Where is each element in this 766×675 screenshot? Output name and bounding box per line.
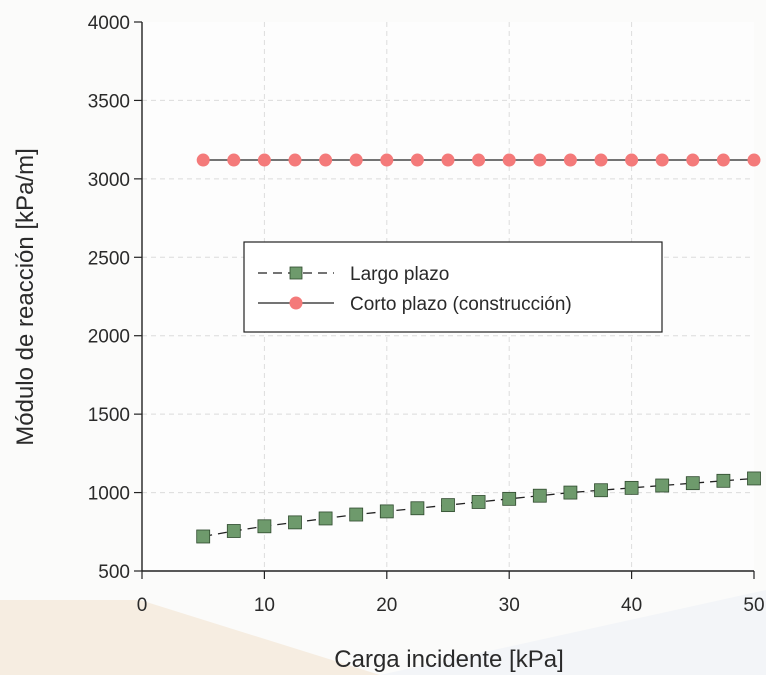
data-point-largo (624, 480, 639, 495)
legend-marker-largo (289, 266, 303, 280)
y-tick-label: 2500 (88, 248, 130, 269)
data-point-largo (471, 495, 486, 509)
data-point-largo (288, 515, 302, 530)
data-point-corto (227, 153, 241, 167)
data-point-corto (288, 153, 302, 167)
y-tick-label: 4000 (88, 13, 130, 34)
y-tick-label: 3000 (88, 170, 130, 191)
data-point-corto (196, 153, 210, 167)
data-point-largo (594, 483, 608, 498)
x-tick-label: 50 (743, 595, 764, 616)
data-point-largo (502, 491, 517, 506)
data-point-largo (716, 473, 731, 488)
data-point-corto (533, 153, 547, 167)
data-point-corto (257, 153, 271, 167)
data-point-largo (441, 498, 455, 513)
data-point-largo (747, 471, 761, 486)
data-point-corto (472, 153, 486, 167)
x-tick-label: 0 (137, 595, 148, 616)
data-point-largo (410, 501, 425, 516)
data-point-largo (685, 476, 700, 491)
data-point-corto (319, 153, 333, 167)
data-point-corto (716, 153, 730, 167)
data-point-corto (625, 153, 639, 167)
data-point-corto (655, 153, 669, 167)
data-point-corto (410, 153, 424, 167)
data-point-largo (532, 488, 547, 503)
y-axis-label: Módulo de reacción [kPa/m] (12, 148, 39, 445)
data-point-corto (686, 153, 700, 167)
data-point-largo (318, 511, 333, 526)
x-tick-label: 30 (499, 595, 520, 616)
y-tick-label: 500 (98, 562, 130, 583)
x-tick-label: 20 (376, 595, 397, 616)
tick-labels: 500 1000 1500 2000 2500 3000 3500 4000 0 10 20 30 40… (88, 13, 765, 616)
data-point-largo (563, 485, 578, 500)
series-layer (196, 153, 761, 544)
legend-label-largo: Largo plazo (350, 264, 449, 285)
x-tick-label: 40 (621, 595, 642, 616)
data-point-corto (502, 153, 516, 167)
y-tick-label: 3500 (88, 91, 130, 112)
x-axis-label: Carga incidente [kPa] (334, 646, 563, 673)
y-tick-label: 1500 (88, 405, 130, 426)
data-point-corto (747, 153, 761, 167)
y-tick-label: 2000 (88, 327, 130, 348)
legend-label-corto: Corto plazo (construcción) (350, 294, 572, 315)
data-point-corto (594, 153, 608, 167)
data-point-corto (380, 153, 394, 167)
data-point-largo (655, 478, 670, 493)
data-point-largo (257, 519, 272, 534)
data-point-corto (441, 153, 455, 167)
data-point-largo (379, 504, 394, 519)
data-point-largo (196, 529, 211, 544)
y-tick-label: 1000 (88, 484, 130, 505)
plot-frame (134, 21, 755, 579)
legend-box (243, 241, 663, 333)
legend: Largo plazo Corto plazo (construcción) (243, 241, 663, 333)
data-point-corto (563, 153, 577, 167)
legend-marker-corto (289, 296, 303, 310)
data-point-corto (349, 153, 363, 167)
data-point-largo (226, 524, 241, 538)
data-point-largo (349, 507, 364, 522)
x-tick-label: 10 (254, 595, 275, 616)
